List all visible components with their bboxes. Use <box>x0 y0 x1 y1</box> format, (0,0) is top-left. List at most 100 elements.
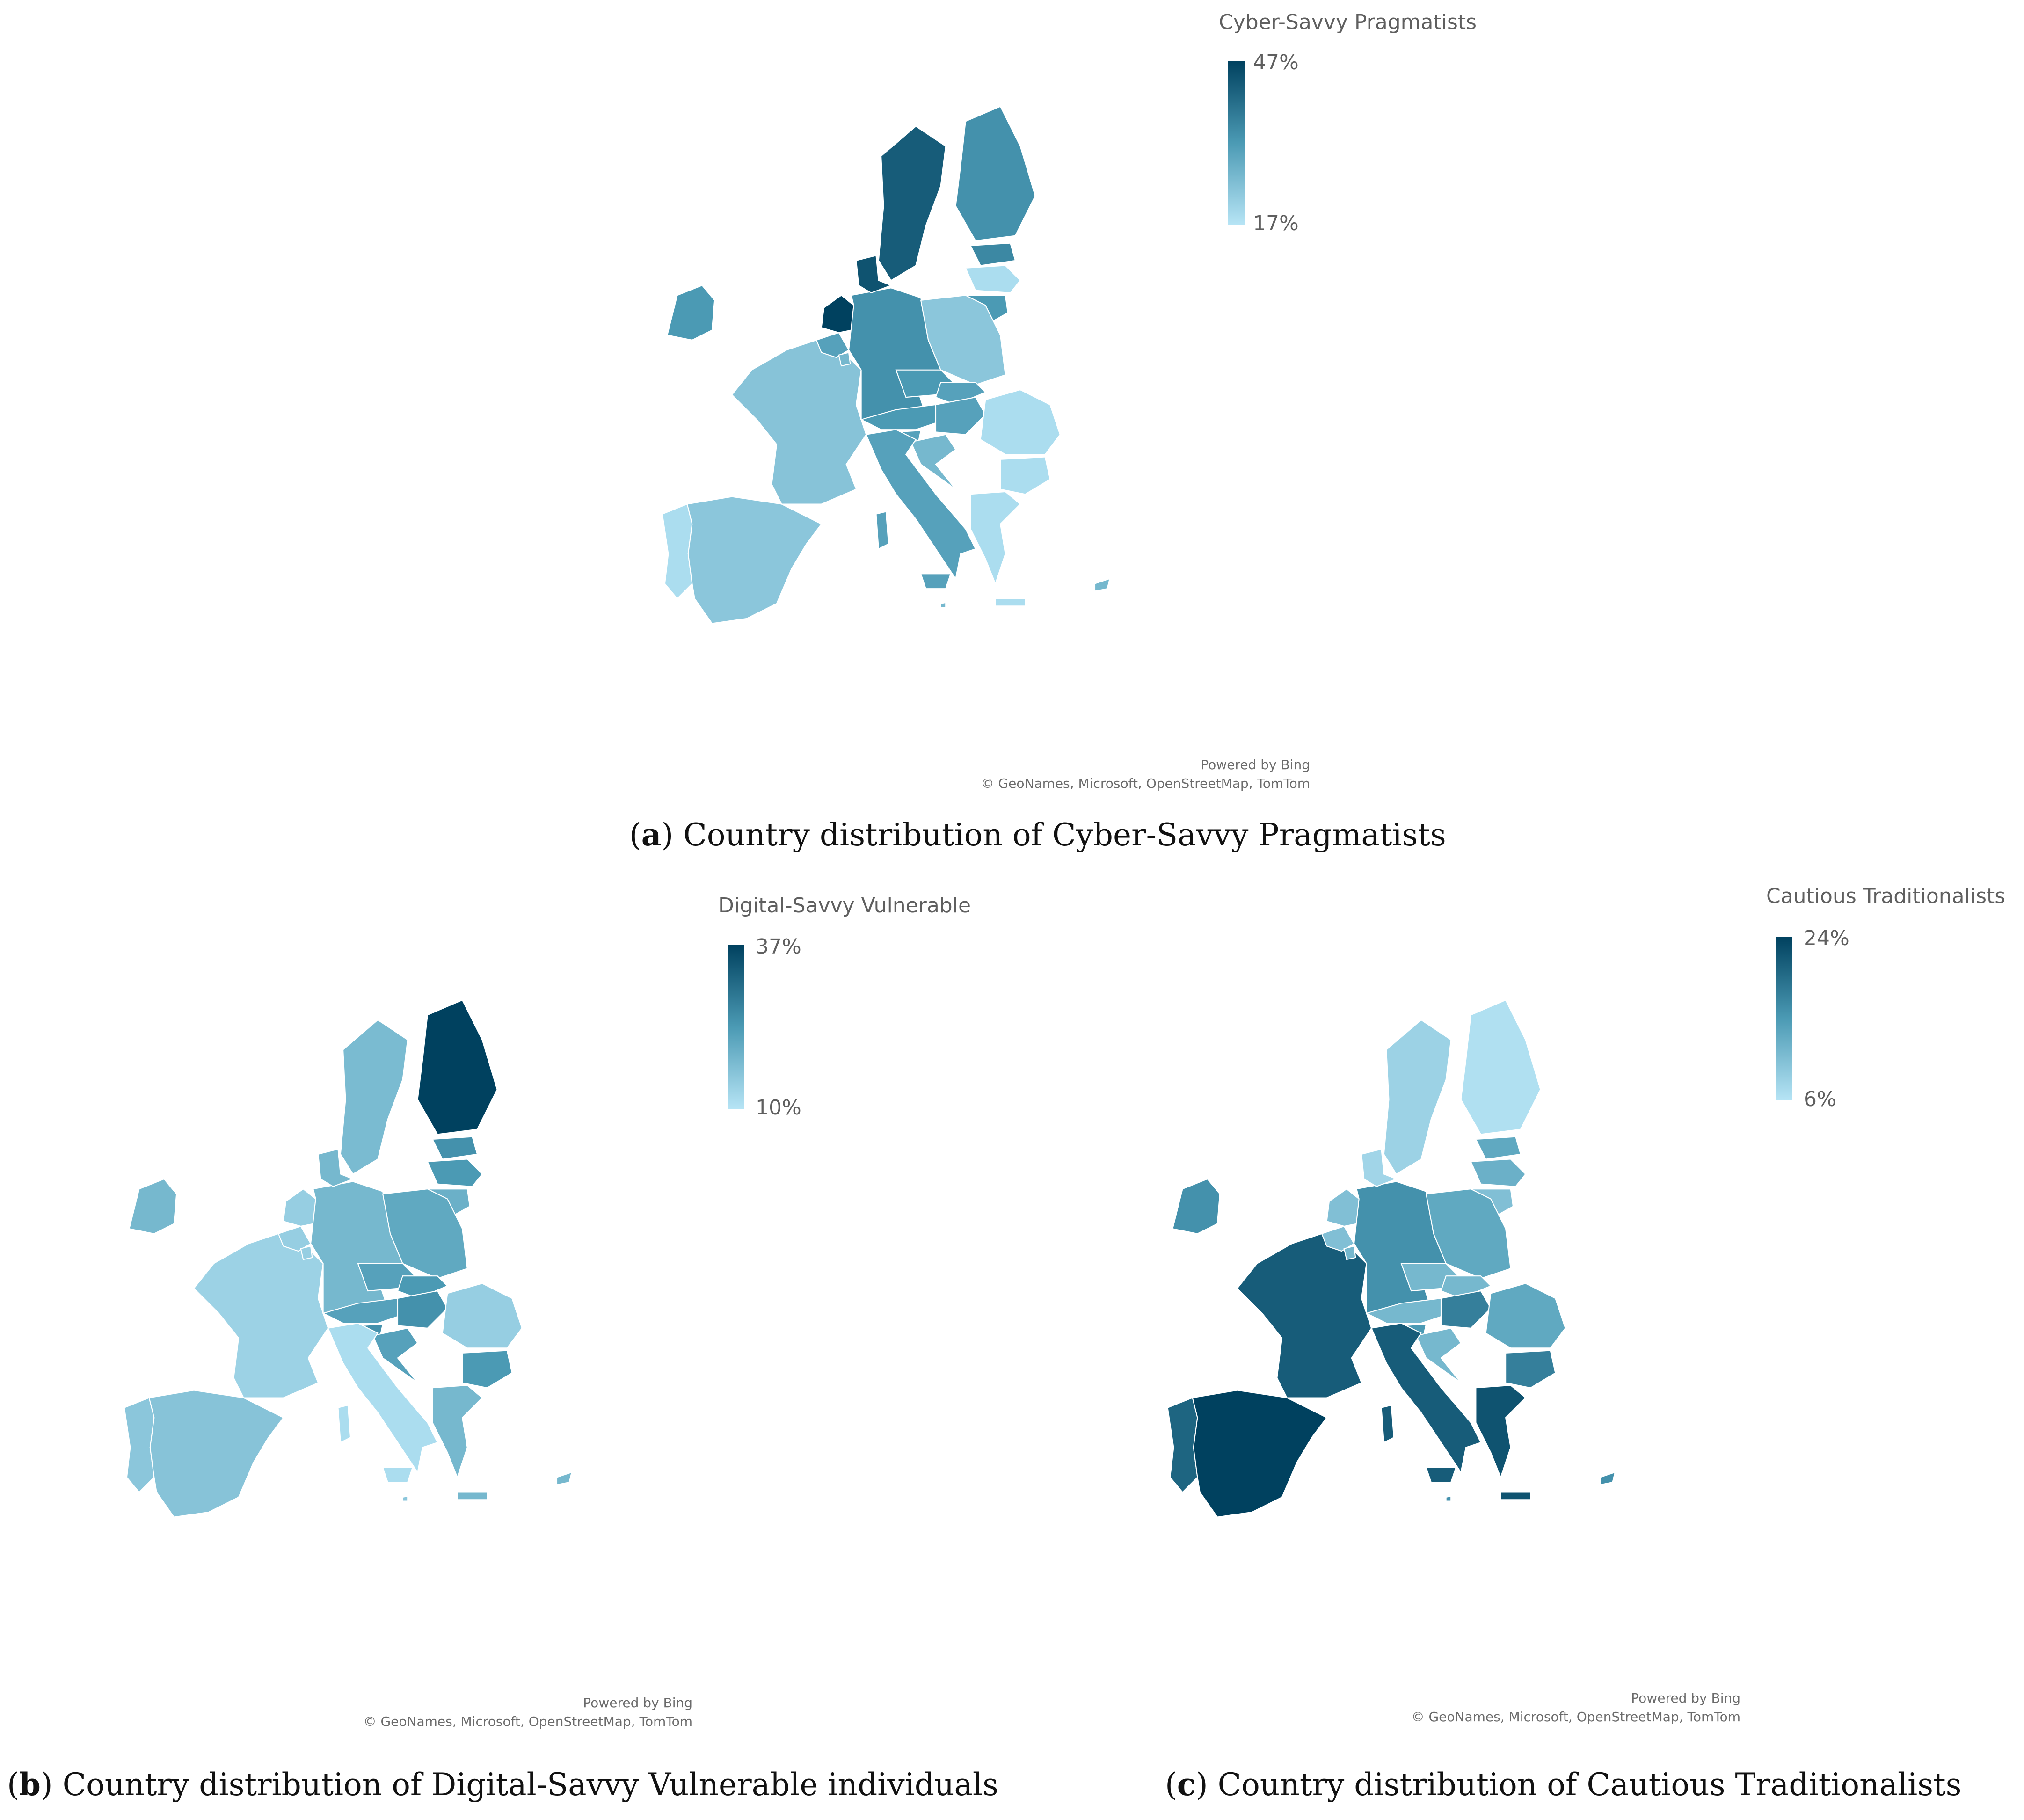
country-malta <box>940 602 946 608</box>
country-spain <box>148 1390 284 1518</box>
caption-letter: b <box>19 1766 41 1803</box>
country-cyprus <box>556 1471 573 1485</box>
country-finland <box>417 999 498 1135</box>
country-italy <box>865 429 976 580</box>
legend-max-label: 37% <box>756 935 801 959</box>
choropleth-map-a <box>662 106 1111 624</box>
country-hungary <box>1440 1290 1492 1329</box>
country-denmark <box>855 255 893 294</box>
map-panel-b: Digital-Savvy Vulnerable 37% 10% Powered… <box>0 880 971 1750</box>
country-sicily <box>382 1467 414 1483</box>
country-luxembourg <box>300 1245 313 1260</box>
caption-a: (a) Country distribution of Cyber-Savvy … <box>629 816 1446 853</box>
country-luxembourg <box>838 352 851 367</box>
country-sweden <box>340 1019 408 1175</box>
legend-min-label: 17% <box>1253 211 1299 235</box>
country-crete <box>995 598 1026 607</box>
attribution-powered-by: Powered by Bing <box>583 1695 692 1711</box>
country-sardinia <box>1381 1405 1395 1443</box>
country-malta <box>402 1495 408 1502</box>
country-spain <box>1192 1390 1328 1518</box>
map-attribution: Powered by Bing © GeoNames, Microsoft, O… <box>225 1694 692 1731</box>
country-netherlands <box>821 294 854 334</box>
country-greece <box>432 1384 483 1479</box>
country-italy <box>1370 1323 1482 1474</box>
map-attribution: Powered by Bing © GeoNames, Microsoft, O… <box>842 756 1310 793</box>
country-hungary <box>397 1290 448 1329</box>
legend-max-label: 47% <box>1253 51 1299 74</box>
country-ireland <box>666 284 715 341</box>
caption-text: Country distribution of Cyber-Savvy Prag… <box>673 817 1446 853</box>
country-denmark <box>317 1148 355 1187</box>
country-estonia <box>1475 1136 1522 1160</box>
caption-letter: a <box>641 816 662 853</box>
attribution-sources: © GeoNames, Microsoft, OpenStreetMap, To… <box>363 1714 692 1729</box>
country-latvia <box>427 1158 483 1187</box>
map-panel-a: Cyber-Savvy Pragmatists 47% 17% Powered … <box>585 0 1477 823</box>
legend-gradient-bar <box>1228 61 1245 225</box>
country-bulgaria <box>1000 456 1051 495</box>
country-crete <box>1500 1492 1531 1500</box>
country-croatia <box>1415 1327 1462 1383</box>
country-poland <box>1425 1188 1511 1279</box>
country-sicily <box>1425 1467 1457 1483</box>
legend-min-label: 6% <box>1804 1087 1836 1111</box>
country-netherlands <box>283 1188 316 1227</box>
country-ireland <box>1172 1178 1221 1234</box>
country-bulgaria <box>462 1350 513 1389</box>
country-romania <box>1485 1282 1566 1349</box>
attribution-sources: © GeoNames, Microsoft, OpenStreetMap, To… <box>981 776 1310 791</box>
country-sardinia <box>337 1405 351 1443</box>
country-cyprus <box>1599 1471 1616 1485</box>
choropleth-map-c <box>1167 999 1616 1518</box>
country-denmark <box>1361 1148 1398 1187</box>
country-finland <box>1460 999 1541 1135</box>
legend-title: Cyber-Savvy Pragmatists <box>1219 10 1477 34</box>
country-portugal <box>1167 1397 1198 1493</box>
country-sardinia <box>875 511 889 550</box>
country-sicily <box>920 573 952 590</box>
country-greece <box>970 491 1021 585</box>
legend-title: Cautious Traditionalists <box>1766 884 2006 908</box>
country-romania <box>980 389 1061 455</box>
legend-max-label: 24% <box>1804 926 1849 950</box>
caption-text: Country distribution of Digital-Savvy Vu… <box>52 1767 998 1803</box>
country-poland <box>920 295 1006 386</box>
country-hungary <box>935 396 986 435</box>
country-netherlands <box>1326 1188 1360 1227</box>
country-croatia <box>910 434 956 490</box>
caption-b: (b) Country distribution of Digital-Savv… <box>7 1766 998 1803</box>
country-portugal <box>124 1397 155 1493</box>
country-estonia <box>431 1136 478 1160</box>
country-finland <box>955 106 1036 241</box>
map-panel-c: Cautious Traditionalists 24% 6% Powered … <box>1076 880 2024 1750</box>
country-latvia <box>1470 1158 1527 1187</box>
country-ireland <box>128 1178 177 1234</box>
country-bulgaria <box>1505 1350 1556 1389</box>
country-malta <box>1445 1495 1452 1502</box>
country-portugal <box>662 503 693 599</box>
country-estonia <box>969 242 1016 266</box>
attribution-sources: © GeoNames, Microsoft, OpenStreetMap, To… <box>1411 1709 1740 1725</box>
attribution-powered-by: Powered by Bing <box>1201 757 1310 772</box>
map-attribution: Powered by Bing © GeoNames, Microsoft, O… <box>1273 1689 1740 1726</box>
caption-c: (c) Country distribution of Cautious Tra… <box>1165 1766 1962 1803</box>
caption-letter: c <box>1177 1766 1196 1803</box>
country-romania <box>442 1282 523 1349</box>
country-greece <box>1475 1384 1527 1479</box>
country-spain <box>686 496 823 624</box>
legend-gradient-bar <box>1776 937 1792 1100</box>
attribution-powered-by: Powered by Bing <box>1631 1690 1740 1706</box>
country-cyprus <box>1094 578 1111 592</box>
country-croatia <box>372 1327 418 1383</box>
country-crete <box>457 1492 488 1500</box>
country-sweden <box>878 125 946 281</box>
country-luxembourg <box>1343 1245 1356 1260</box>
country-poland <box>382 1188 468 1279</box>
legend-title: Digital-Savvy Vulnerable <box>718 894 971 917</box>
caption-text: Country distribution of Cautious Traditi… <box>1208 1767 1962 1803</box>
legend-min-label: 10% <box>756 1096 801 1120</box>
country-italy <box>327 1323 438 1474</box>
country-latvia <box>965 265 1021 294</box>
legend-gradient-bar <box>728 945 744 1109</box>
